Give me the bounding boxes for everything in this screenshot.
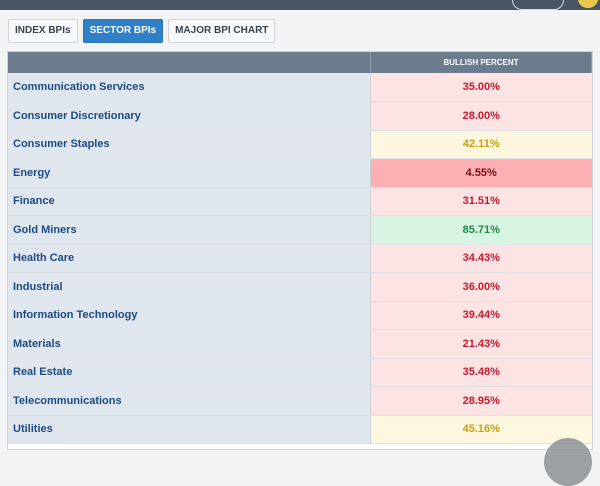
table-row: Consumer Discretionary 28.00% [8,101,592,131]
bullish-percent-value: 28.00% [370,101,592,131]
floating-action-button[interactable] [544,438,592,486]
table-row: Consumer Staples 42.11% [8,130,592,159]
table-row: Energy 4.55% [8,158,592,188]
header-pill-button[interactable] [512,0,564,10]
sector-column-header [8,52,371,73]
table-row: Gold Miners 85.71% [8,215,592,245]
bullish-percent-value: 35.48% [370,358,592,387]
bullish-percent-column-header: BULLISH PERCENT [370,52,592,73]
sector-name-link[interactable]: Real Estate [8,358,371,387]
sector-name-link[interactable]: Industrial [8,272,371,302]
table-row: Materials 21.43% [8,329,592,359]
account-coin-icon[interactable] [578,0,598,8]
bullish-percent-value: 28.95% [370,386,592,416]
bpi-tabs: INDEX BPIs SECTOR BPIs MAJOR BPI CHART [8,19,280,43]
table-row: Health Care 34.43% [8,244,592,273]
sector-name-link[interactable]: Gold Miners [8,215,371,245]
sector-name-link[interactable]: Energy [8,158,371,188]
bullish-percent-value: 34.43% [370,244,592,273]
table-row: Finance 31.51% [8,187,592,216]
bullish-percent-value: 4.55% [370,158,592,188]
sector-name-link[interactable]: Consumer Staples [8,130,371,159]
sector-name-link[interactable]: Consumer Discretionary [8,101,371,131]
sector-name-link[interactable]: Telecommunications [8,386,371,416]
bullish-percent-value: 85.71% [370,215,592,245]
table-row: Information Technology 39.44% [8,301,592,330]
bullish-percent-value: 31.51% [370,187,592,216]
bullish-percent-value: 35.00% [370,73,592,102]
sector-name-link[interactable]: Finance [8,187,371,216]
bullish-percent-value: 39.44% [370,301,592,330]
tab-index-bpis[interactable]: INDEX BPIs [8,19,78,43]
table-row: Utilities 45.16% [8,415,592,444]
bullish-percent-value: 21.43% [370,329,592,359]
bullish-percent-value: 42.11% [370,130,592,159]
top-header-bar [0,0,600,10]
bullish-percent-value: 45.16% [370,415,592,444]
bullish-percent-value: 36.00% [370,272,592,302]
sector-name-link[interactable]: Information Technology [8,301,371,330]
sector-name-link[interactable]: Health Care [8,244,371,273]
table-row: Telecommunications 28.95% [8,386,592,416]
sector-name-link[interactable]: Materials [8,329,371,359]
table-row: Communication Services 35.00% [8,73,592,102]
sector-bpi-table: BULLISH PERCENT Communication Services 35… [8,52,592,444]
tab-sector-bpis[interactable]: SECTOR BPIs [82,19,164,43]
sector-name-link[interactable]: Communication Services [8,73,371,102]
table-row: Real Estate 35.48% [8,358,592,387]
table-header-row: BULLISH PERCENT [8,52,592,73]
sector-name-link[interactable]: Utilities [8,415,371,444]
sector-bpi-panel: BULLISH PERCENT Communication Services 35… [7,51,593,450]
table-row: Industrial 36.00% [8,272,592,302]
tab-major-bpi-chart[interactable]: MAJOR BPI CHART [168,19,276,43]
